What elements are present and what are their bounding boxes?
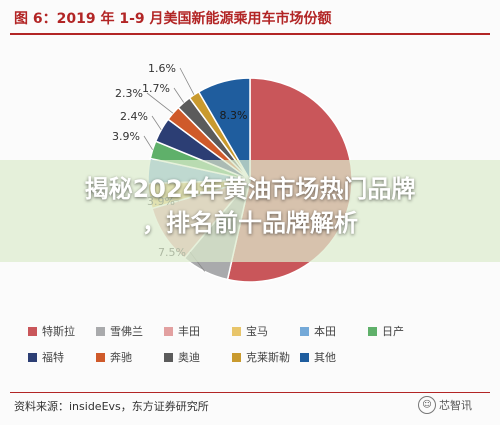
legend-swatch [368,326,377,336]
legend-swatch [300,326,309,336]
legend-label: 宝马 [246,325,268,338]
legend-item: 雪佛兰 [96,323,164,339]
leader-line-1 [173,87,185,103]
legend-swatch [28,326,37,336]
leader-line-3 [151,115,162,131]
legend-swatch [28,352,37,362]
legend-item: 宝马 [232,323,300,339]
legend-swatch [232,352,241,362]
legend-swatch [164,326,173,336]
legend-label: 日产 [382,325,404,338]
source-divider [10,392,490,393]
legend-item: 其他 [300,349,368,365]
legend-item: 本田 [300,323,368,339]
title-divider [10,33,490,35]
legend-label: 丰田 [178,325,200,338]
legend-item: 日产 [368,323,436,339]
headline: 揭秘2024年黄油市场热门品牌 ，排名前十品牌解析 [10,172,490,240]
legend-swatch [300,352,309,362]
legend-item: 克莱斯勒 [232,349,300,365]
pie-slice-10 [197,77,251,183]
watermark: ☺ 芯智讯 [418,396,472,414]
headline-overlay [0,160,500,262]
legend-label: 本田 [314,325,336,338]
percent-label-4: 3.9% [112,130,140,143]
leader-line-2 [146,92,174,114]
chart-legend: 特斯拉 雪佛兰 丰田 宝马 本田 日产福特 奔驰 奥迪 克莱斯勒 其他 [28,323,448,365]
legend-label: 雪佛兰 [110,325,143,338]
legend-label: 奥迪 [178,351,200,364]
watermark-text: 芯智讯 [439,399,472,412]
percent-label-0: 1.6% [148,62,176,75]
leader-line-4 [143,135,153,150]
legend-item: 奔驰 [96,349,164,365]
source-note: 资料来源：insideEvs，东方证券研究所 [14,400,209,413]
legend-label: 奔驰 [110,351,132,364]
chart-title: 图 6：2019 年 1-9 月美国新能源乘用车市场份额 [14,11,332,27]
legend-label: 其他 [314,351,336,364]
legend-swatch [164,352,173,362]
headline-line-1: 揭秘2024年黄油市场热门品牌 [84,175,416,203]
percent-label-3: 2.4% [120,110,148,123]
legend-label: 特斯拉 [42,325,75,338]
percent-label-2: 2.3% [115,87,143,100]
legend-swatch [96,326,105,336]
legend-item: 福特 [28,349,96,365]
headline-line-2: ，排名前十品牌解析 [142,209,358,237]
percent-label-1: 1.7% [142,82,170,95]
leader-line-0 [179,67,195,95]
legend-item: 特斯拉 [28,323,96,339]
legend-swatch [232,326,241,336]
wechat-icon: ☺ [418,396,436,414]
legend-item: 奥迪 [164,349,232,365]
percent-label-other: 8.3% [220,109,248,122]
legend-item: 丰田 [164,323,232,339]
legend-label: 福特 [42,351,64,364]
legend-swatch [96,352,105,362]
legend-label: 克莱斯勒 [246,351,290,364]
